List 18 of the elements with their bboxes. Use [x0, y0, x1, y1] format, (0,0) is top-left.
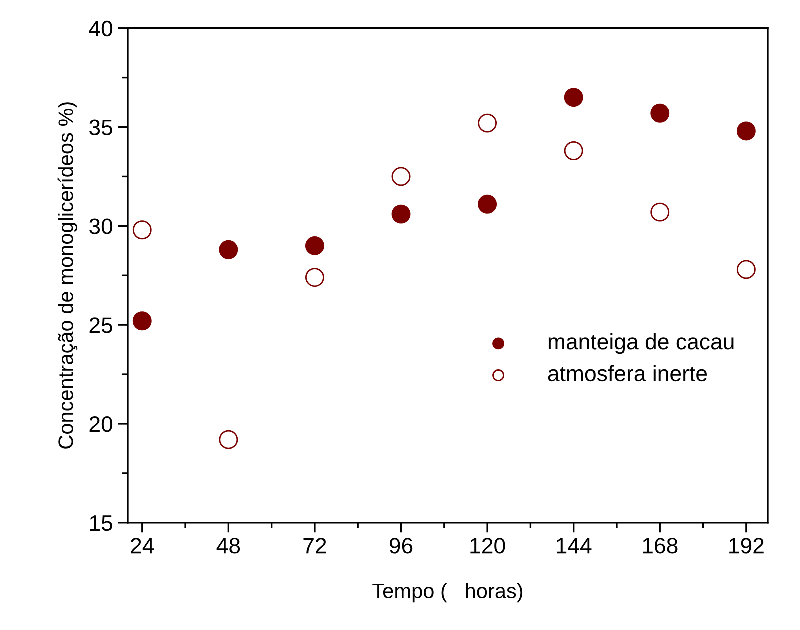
x-tick-label: 48 [216, 538, 240, 554]
x-tick-label: 192 [730, 538, 764, 554]
y-tick-label: 20 [90, 416, 113, 432]
x-tick-label: 120 [470, 538, 506, 554]
y-axis-title: Concentração de monoglicerídeos %) [58, 102, 78, 449]
x-tick-label: 96 [390, 538, 413, 554]
legend-label: manteiga de cacau [548, 333, 734, 354]
x-tick-label: 24 [131, 538, 154, 554]
y-tick-label: 30 [90, 218, 113, 234]
x-tick-label: 72 [304, 538, 326, 554]
x-tick-label: 168 [643, 538, 678, 554]
y-tick-label: 25 [90, 318, 112, 334]
y-tick-label: 35 [90, 120, 112, 136]
x-tick-label: 144 [557, 538, 592, 554]
x-axis-title: Tempo ( horas) [372, 583, 523, 603]
y-tick-label: 15 [90, 516, 112, 532]
legend-label: atmosfera inerte [548, 365, 708, 382]
y-tick-label: 40 [89, 20, 113, 37]
